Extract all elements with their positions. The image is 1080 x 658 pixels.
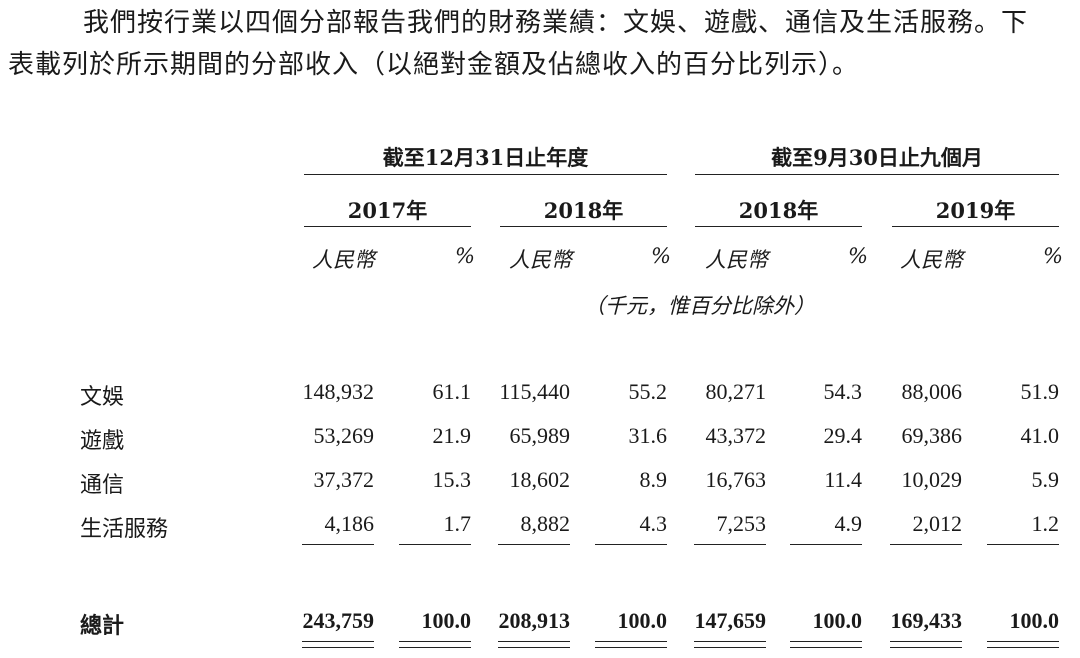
row-label-total: 總計 (80, 613, 125, 639)
percent-cell: 8.9 (639, 467, 668, 492)
amount-cell: 53,269 (313, 423, 375, 448)
subtotal-rule (890, 544, 962, 545)
percent-cell: 61.1 (432, 379, 472, 404)
total-amount-cell: 169,433 (890, 608, 963, 633)
total-percent-cell: 100.0 (1009, 608, 1060, 633)
total-percent-cell: 100.0 (617, 608, 668, 633)
unit-note: （千元，惟百分比除外） (584, 294, 815, 318)
amount-cell: 16,763 (705, 467, 767, 492)
amount-cell: 43,372 (705, 423, 767, 448)
year-header: 2018年 (543, 198, 624, 223)
total-percent-cell: 100.0 (421, 608, 472, 633)
amount-cell: 10,029 (901, 467, 963, 492)
year-rule (304, 226, 471, 227)
unit-label-rmb: 人民幣 (900, 248, 963, 272)
total-amount-cell: 147,659 (694, 608, 767, 633)
subtotal-rule (498, 544, 570, 545)
period-rule (695, 174, 1059, 175)
period-rule (304, 174, 667, 175)
subtotal-rule (987, 544, 1059, 545)
intro-line-2: 表載列於所示期間的分部收入（以絕對金額及佔總收入的百分比列示）。 (8, 50, 860, 80)
percent-cell: 54.3 (823, 379, 863, 404)
total-double-rule (399, 641, 471, 648)
percent-cell: 4.9 (834, 511, 863, 536)
row-label-communications: 通信 (80, 473, 125, 498)
percent-cell: 41.0 (1020, 423, 1060, 448)
unit-label-rmb: 人民幣 (705, 248, 768, 272)
total-double-rule (890, 641, 962, 648)
year-header: 2018年 (738, 198, 819, 223)
percent-cell: 21.9 (432, 423, 472, 448)
year-rule (500, 226, 667, 227)
percent-cell: 29.4 (823, 423, 863, 448)
period-header-fiscal-year: 截至12月31日止年度 (382, 145, 589, 170)
unit-label-rmb: 人民幣 (509, 248, 572, 272)
total-amount-cell: 243,759 (302, 608, 375, 633)
total-double-rule (790, 641, 862, 648)
unit-label-percent: % (848, 244, 868, 268)
amount-cell: 7,253 (716, 511, 767, 536)
amount-cell: 4,186 (324, 511, 375, 536)
amount-cell: 80,271 (705, 379, 767, 404)
total-double-rule (987, 641, 1059, 648)
amount-cell: 65,989 (509, 423, 571, 448)
amount-cell: 37,372 (313, 467, 375, 492)
percent-cell: 5.9 (1031, 467, 1060, 492)
row-label-lifestyle-services: 生活服務 (80, 517, 169, 542)
percent-cell: 4.3 (639, 511, 668, 536)
unit-label-percent: % (651, 244, 671, 268)
row-label-entertainment: 文娛 (80, 385, 125, 410)
total-double-rule (595, 641, 667, 648)
amount-cell: 88,006 (901, 379, 963, 404)
percent-cell: 1.2 (1031, 511, 1060, 536)
year-rule (892, 226, 1059, 227)
subtotal-rule (790, 544, 862, 545)
amount-cell: 8,882 (520, 511, 571, 536)
percent-cell: 1.7 (443, 511, 472, 536)
percent-cell: 55.2 (628, 379, 668, 404)
amount-cell: 18,602 (509, 467, 571, 492)
total-percent-cell: 100.0 (812, 608, 863, 633)
unit-label-percent: % (455, 244, 475, 268)
intro-line-1: 我們按行業以四個分部報告我們的財務業績：文娛、遊戲、通信及生活服務。下 (83, 8, 1029, 38)
year-header: 2017年 (347, 198, 428, 223)
amount-cell: 2,012 (912, 511, 963, 536)
amount-cell: 148,932 (302, 379, 375, 404)
subtotal-rule (302, 544, 374, 545)
subtotal-rule (694, 544, 766, 545)
percent-cell: 15.3 (432, 467, 472, 492)
total-double-rule (302, 641, 374, 648)
unit-label-rmb: 人民幣 (312, 248, 375, 272)
year-header: 2019年 (935, 198, 1016, 223)
period-header-nine-months: 截至9月30日止九個月 (771, 145, 983, 170)
percent-cell: 31.6 (628, 423, 668, 448)
unit-label-percent: % (1043, 244, 1063, 268)
percent-cell: 11.4 (824, 467, 862, 492)
amount-cell: 115,440 (499, 379, 570, 404)
intro-paragraph: 我們按行業以四個分部報告我們的財務業績：文娛、遊戲、通信及生活服務。下 表載列於… (8, 2, 1072, 86)
subtotal-rule (595, 544, 667, 545)
year-rule (695, 226, 862, 227)
subtotal-rule (399, 544, 471, 545)
total-double-rule (694, 641, 766, 648)
amount-cell: 69,386 (901, 423, 963, 448)
total-double-rule (498, 641, 570, 648)
percent-cell: 51.9 (1020, 379, 1060, 404)
total-amount-cell: 208,913 (498, 608, 571, 633)
row-label-games: 遊戲 (80, 429, 125, 454)
